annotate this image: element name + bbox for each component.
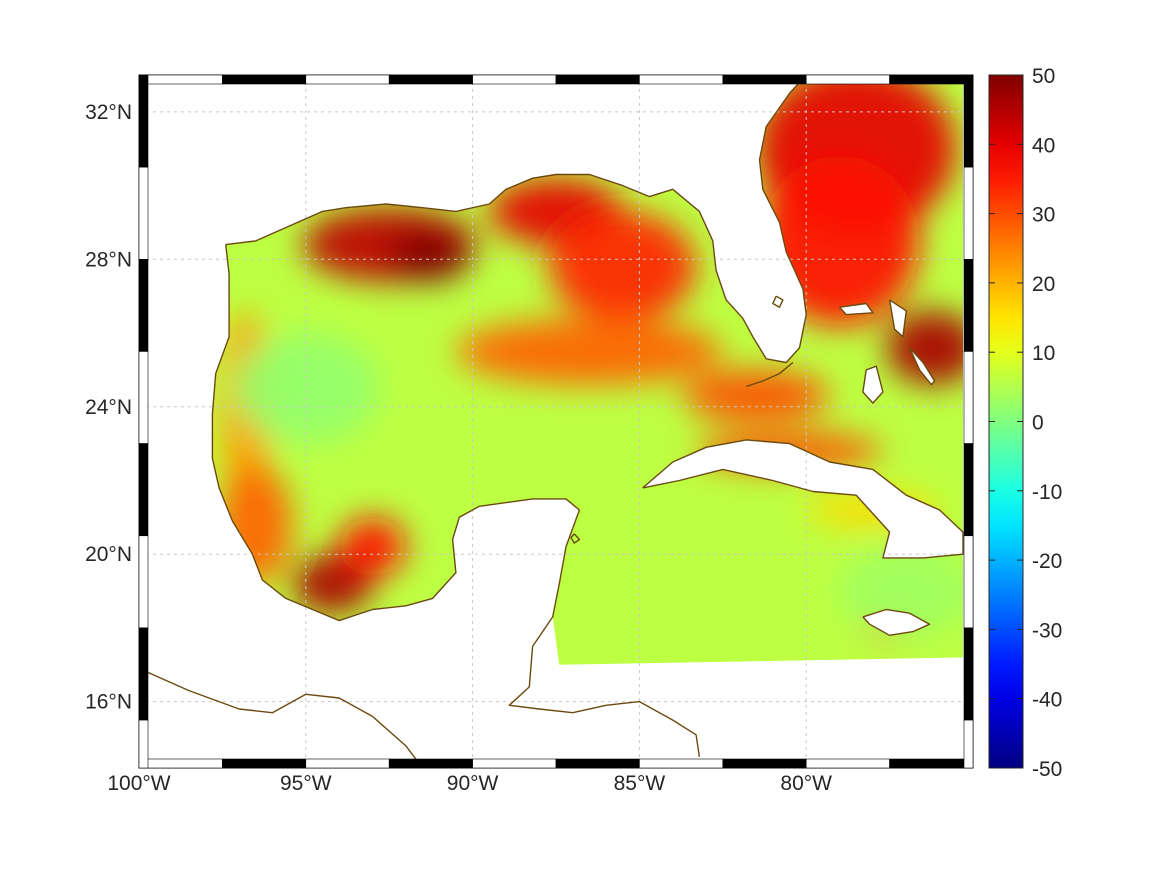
land-jamaica: [862, 609, 930, 636]
colorbar-tick-label: -30: [1032, 619, 1062, 642]
land-eleuthera: [909, 347, 935, 385]
frame-segment-left: [138, 535, 149, 629]
lon-tick-label: 100°W: [107, 772, 170, 795]
frame-segment-left: [138, 627, 149, 721]
frame-segment-right: [963, 166, 974, 260]
field-bahamas: [886, 310, 963, 385]
coastline-gulf-coast-us: [225, 75, 807, 364]
frame-segment-bottom: [138, 758, 223, 769]
grid-lines: [139, 75, 973, 768]
field-florida-keys: [682, 369, 830, 422]
frame-segment-left: [138, 719, 149, 769]
coastline-gulf-coast-mexico: [211, 244, 701, 758]
coastline-cozumel: [570, 533, 581, 544]
colorbar-tick-label: 30: [1032, 204, 1055, 227]
frame-segment-right: [963, 627, 974, 721]
lon-tick-label: 95°W: [280, 772, 332, 795]
frame-segment-top: [889, 74, 974, 85]
frame-segment-top: [722, 74, 807, 85]
colorbar-tick-label: 0: [1032, 412, 1044, 435]
coastline-pacific-coast: [139, 667, 424, 768]
frame-segment-right: [963, 443, 974, 537]
coastline-abaco-outline: [888, 299, 907, 338]
coastline-grand-bahama-outline: [839, 302, 874, 316]
frame-segment-top: [388, 74, 473, 85]
frame-segment-bottom: [805, 758, 890, 769]
colorbar-tick-label: -50: [1032, 758, 1062, 781]
frame-segment-bottom: [722, 758, 807, 769]
land-andros: [862, 366, 883, 404]
frame-segment-top: [472, 74, 557, 85]
frame-segment-bottom: [305, 758, 390, 769]
frame-segment-top: [805, 74, 890, 85]
frame-segment-right: [963, 351, 974, 444]
frame-segment-right: [963, 719, 974, 769]
coastline-andros-outline: [862, 365, 884, 404]
field-hotspots: [219, 75, 963, 640]
field-campeche-east: [339, 517, 406, 577]
field-central-gulf-low: [232, 333, 380, 444]
field-loop-current-band: [456, 318, 723, 385]
lat-tick-label: 20°N: [85, 543, 132, 566]
coastlines: [139, 75, 964, 768]
coastline-cuba-outline: [642, 439, 964, 559]
land-abaco: [889, 299, 907, 337]
frame-segment-bottom: [222, 758, 307, 769]
colorbar-tick-label: 40: [1032, 134, 1055, 157]
coastline-florida-keys-outline: [745, 361, 794, 388]
map-frame: [138, 74, 974, 769]
frame-segment-top: [305, 74, 390, 85]
frame-segment-left: [138, 74, 149, 168]
colorbar-ticks: 50 40 30 20 10 0 -10 -20 -30 -40 -50: [989, 65, 1062, 781]
frame-segment-left: [138, 443, 149, 537]
latitude-labels: 32°N 28°N 24°N 20°N 16°N: [85, 101, 132, 714]
colorbar-tick-label: 10: [1032, 342, 1055, 365]
coastline-lake-okeechobee: [772, 295, 784, 308]
colorbar-tick-label: -10: [1032, 481, 1062, 504]
longitude-labels: 100°W 95°W 90°W 85°W 80°W: [107, 772, 832, 795]
frame-segment-bottom: [889, 758, 974, 769]
frame-segment-left: [138, 259, 149, 352]
lon-tick-label: 90°W: [447, 772, 499, 795]
frame-segment-right: [963, 535, 974, 629]
coastline-jamaica-outline: [862, 608, 931, 636]
colorbar-tick-label: -40: [1032, 689, 1062, 712]
frame-segment-left: [138, 351, 149, 444]
frame-segment-right: [963, 259, 974, 352]
lat-tick-label: 16°N: [85, 691, 132, 714]
frame-segment-bottom: [555, 758, 640, 769]
frame-segment-top: [222, 74, 307, 85]
colorbar: 50 40 30 20 10 0 -10 -20 -30 -40 -50: [988, 65, 1062, 781]
lon-tick-label: 85°W: [614, 772, 666, 795]
frame-segment-top: [555, 74, 640, 85]
frame-segment-bottom: [472, 758, 557, 769]
colorbar-tick-label: -20: [1032, 550, 1062, 573]
frame-segment-left: [138, 166, 149, 260]
frame-segment-bottom: [388, 758, 473, 769]
frame-segment-bottom: [639, 758, 724, 769]
field-west-florida-shelf: [549, 211, 697, 322]
colorbar-tick-label: 20: [1032, 273, 1055, 296]
lat-tick-label: 28°N: [85, 248, 132, 271]
field-louisiana-max: [389, 229, 470, 282]
lon-tick-label: 80°W: [780, 772, 832, 795]
lat-tick-label: 24°N: [85, 396, 132, 419]
frame-segment-right: [963, 74, 974, 168]
lat-tick-label: 32°N: [85, 101, 132, 124]
frame-segment-top: [138, 74, 223, 85]
coastline-eleuthera-outline: [908, 347, 936, 386]
frame-segment-top: [639, 74, 724, 85]
colorbar-tick-label: 50: [1032, 65, 1055, 88]
